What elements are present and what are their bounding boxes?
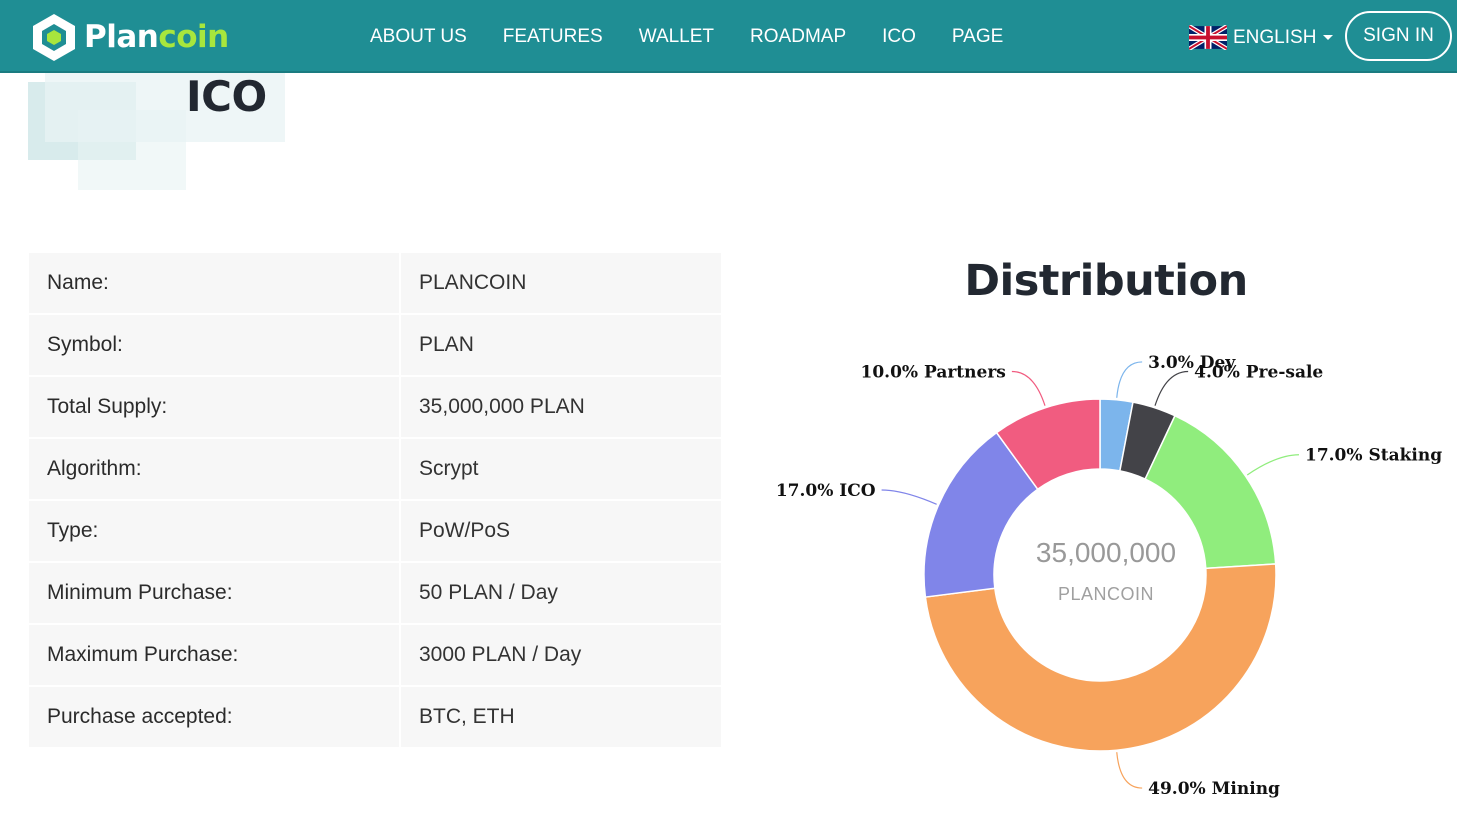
- info-key: Name:: [29, 253, 399, 313]
- uk-flag-icon: [1189, 25, 1227, 50]
- slice-partners[interactable]: [995, 398, 1101, 491]
- info-value: PLAN: [401, 315, 721, 375]
- table-row: Name: PLANCOIN: [29, 253, 721, 315]
- nav-ico[interactable]: ICO: [882, 25, 916, 47]
- info-key: Purchase accepted:: [29, 687, 399, 747]
- info-value: Scrypt: [401, 439, 721, 499]
- nav-features[interactable]: FEATURES: [502, 25, 603, 47]
- info-value: 50 PLAN / Day: [401, 563, 721, 623]
- caret-down-icon: [1323, 35, 1334, 40]
- info-value: 35,000,000 PLAN: [401, 377, 721, 437]
- table-row: Type: PoW/PoS: [29, 501, 721, 563]
- slice-mining[interactable]: [924, 563, 1277, 752]
- label-connector: [1246, 454, 1299, 476]
- label-connector: [1011, 370, 1046, 406]
- table-row: Total Supply: 35,000,000 PLAN: [29, 377, 721, 439]
- slice-label: 49.0% Mining: [1148, 779, 1280, 799]
- nav-wallet[interactable]: WALLET: [638, 25, 715, 47]
- token-info-table: Name: PLANCOIN Symbol: PLAN Total Supply…: [29, 253, 721, 749]
- slice-label: 17.0% Staking: [1305, 446, 1442, 466]
- table-row: Symbol: PLAN: [29, 315, 721, 377]
- slice-label: 17.0% ICO: [776, 481, 876, 501]
- info-value: PLANCOIN: [401, 253, 721, 313]
- info-key: Symbol:: [29, 315, 399, 375]
- info-value: 3000 PLAN / Day: [401, 625, 721, 685]
- distribution-title: Distribution: [964, 256, 1248, 306]
- info-key: Maximum Purchase:: [29, 625, 399, 685]
- page-title: ICO: [186, 72, 267, 121]
- label-connector: [1154, 370, 1189, 406]
- nav-roadmap[interactable]: ROADMAP: [750, 25, 847, 47]
- table-row: Algorithm: Scrypt: [29, 439, 721, 501]
- info-value: BTC, ETH: [401, 687, 721, 747]
- info-key: Total Supply:: [29, 377, 399, 437]
- logo[interactable]: Plancoin: [30, 12, 229, 62]
- sign-in-button[interactable]: SIGN IN: [1345, 11, 1452, 61]
- info-key: Minimum Purchase:: [29, 563, 399, 623]
- slice-label: 10.0% Partners: [861, 362, 1006, 382]
- info-value: PoW/PoS: [401, 501, 721, 561]
- slice-label: 4.0% Pre-sale: [1194, 362, 1323, 382]
- nav-page[interactable]: PAGE: [951, 25, 1004, 47]
- table-row: Maximum Purchase: 3000 PLAN / Day: [29, 625, 721, 687]
- language-label: ENGLISH: [1233, 26, 1317, 48]
- info-key: Type:: [29, 501, 399, 561]
- table-row: Purchase accepted: BTC, ETH: [29, 687, 721, 749]
- label-connector: [1116, 752, 1143, 789]
- label-connector: [881, 489, 937, 505]
- chart-center-value: 35,000,000: [1035, 537, 1177, 568]
- info-key: Algorithm:: [29, 439, 399, 499]
- chart-center-label: PLANCOIN: [1057, 584, 1155, 604]
- table-row: Minimum Purchase: 50 PLAN / Day: [29, 563, 721, 625]
- slice-label: 3.0% Dev: [1148, 353, 1236, 373]
- hexagon-logo-icon: [33, 14, 75, 61]
- language-selector[interactable]: ENGLISH: [1189, 25, 1334, 50]
- decorative-square: [78, 110, 186, 190]
- nav-about-us[interactable]: ABOUT US: [370, 25, 467, 47]
- label-connector: [1116, 361, 1143, 398]
- logo-text: Plancoin: [84, 18, 229, 55]
- top-navbar: Plancoin ABOUT US FEATURES WALLET ROADMA…: [0, 0, 1457, 73]
- main-nav: ABOUT US FEATURES WALLET ROADMAP ICO PAG…: [352, 0, 1021, 73]
